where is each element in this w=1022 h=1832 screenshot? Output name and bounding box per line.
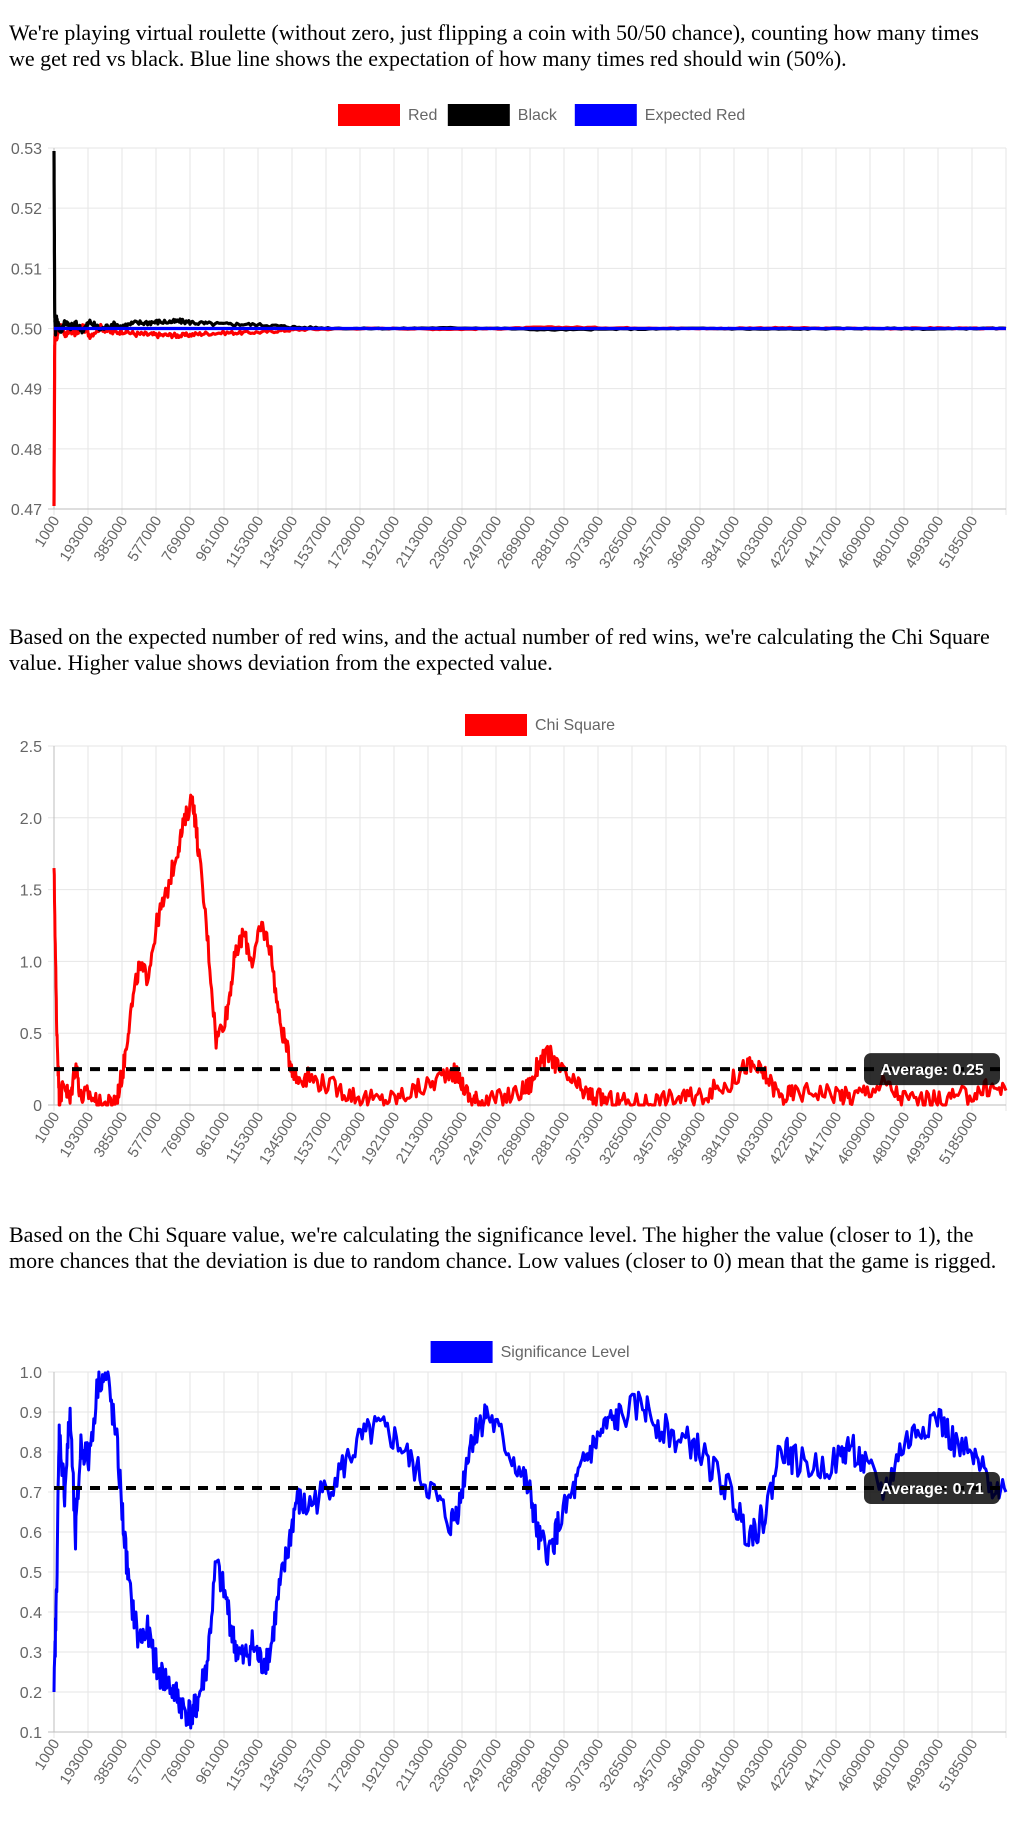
legend-item-black[interactable]: Black bbox=[447, 104, 558, 126]
average-badge bbox=[864, 1053, 1000, 1086]
legend-label-black: Black bbox=[518, 107, 558, 124]
y-tick-label: 0 bbox=[33, 1098, 42, 1115]
legend-label-significance-level: Significance Level bbox=[501, 1344, 630, 1361]
legend-item-red[interactable]: Red bbox=[338, 104, 437, 126]
legend-swatch-red bbox=[338, 104, 400, 126]
intro-paragraph-significance: Based on the Chi Square value, we're cal… bbox=[9, 1222, 997, 1273]
legend-item-significance-level[interactable]: Significance Level bbox=[430, 1341, 630, 1363]
y-tick-label: 0.6 bbox=[20, 1525, 42, 1542]
y-tick-label: 0.3 bbox=[20, 1645, 42, 1662]
y-tick-label: 0.5 bbox=[20, 1565, 42, 1582]
significance-level-chart: Significance Level 0.1 0.2 0.3 0.4 0.5 0.6 0.7 0… bbox=[20, 1341, 1008, 1795]
chart-legend: Red Black Expected Red bbox=[338, 104, 745, 126]
legend-swatch-expected-red bbox=[574, 104, 637, 126]
y-tick-label: 0.48 bbox=[11, 442, 42, 459]
legend-item-chi-square[interactable]: Chi Square bbox=[465, 714, 615, 736]
y-tick-label: 0.53 bbox=[11, 141, 42, 158]
chart-legend: Significance Level bbox=[430, 1341, 630, 1363]
grid-lines bbox=[48, 147, 1007, 515]
legend-swatch-significance-level bbox=[430, 1341, 493, 1363]
legend-swatch-black bbox=[447, 104, 510, 126]
average-badge bbox=[864, 1472, 1000, 1504]
legend-label-expected-red: Expected Red bbox=[645, 107, 746, 124]
y-tick-label: 0.50 bbox=[11, 322, 42, 339]
grid-lines bbox=[48, 1371, 1007, 1738]
legend-label-chi-square: Chi Square bbox=[535, 717, 615, 734]
y-tick-label: 0.51 bbox=[11, 261, 42, 278]
average-label: Average: 0.71 bbox=[880, 1481, 984, 1498]
y-tick-label: 0.8 bbox=[20, 1445, 42, 1462]
series-line-significance-level bbox=[52, 1370, 1008, 1730]
y-tick-label: 1.0 bbox=[20, 954, 42, 971]
intro-paragraph-chi-square: Based on the expected number of red wins… bbox=[9, 624, 990, 675]
y-tick-label: 0.2 bbox=[20, 1685, 42, 1702]
y-tick-label: 0.52 bbox=[11, 201, 42, 218]
red-black-ratio-chart: Red Black Expected Red 0.47 0.48 0.49 0.50 0.51… bbox=[11, 104, 1007, 572]
y-tick-label: 1.5 bbox=[20, 883, 42, 900]
y-tick-label: 0.1 bbox=[20, 1725, 42, 1742]
legend-item-expected-red[interactable]: Expected Red bbox=[574, 104, 746, 126]
legend-swatch-chi-square bbox=[465, 714, 527, 736]
y-tick-label: 0.7 bbox=[20, 1485, 42, 1502]
legend-label-red: Red bbox=[408, 107, 437, 124]
y-tick-label: 0.49 bbox=[11, 382, 42, 399]
y-tick-label: 2.0 bbox=[20, 811, 42, 828]
chi-square-chart: Chi Square00.51.01.52.02.510001930003850… bbox=[20, 714, 1008, 1168]
grid-lines bbox=[48, 745, 1007, 1111]
chart-legend: Chi Square bbox=[465, 714, 615, 736]
y-tick-label: 0.4 bbox=[20, 1605, 42, 1622]
y-tick-label: 0.9 bbox=[20, 1405, 42, 1422]
average-label: Average: 0.25 bbox=[880, 1062, 984, 1079]
intro-paragraph-red-black: We're playing virtual roulette (without … bbox=[9, 20, 979, 71]
y-tick-label: 0.5 bbox=[20, 1026, 42, 1043]
y-tick-label: 1.0 bbox=[20, 1365, 42, 1382]
y-tick-label: 0.47 bbox=[11, 502, 42, 519]
series-line-chi-square bbox=[52, 793, 1008, 1107]
y-tick-label: 2.5 bbox=[20, 739, 42, 756]
